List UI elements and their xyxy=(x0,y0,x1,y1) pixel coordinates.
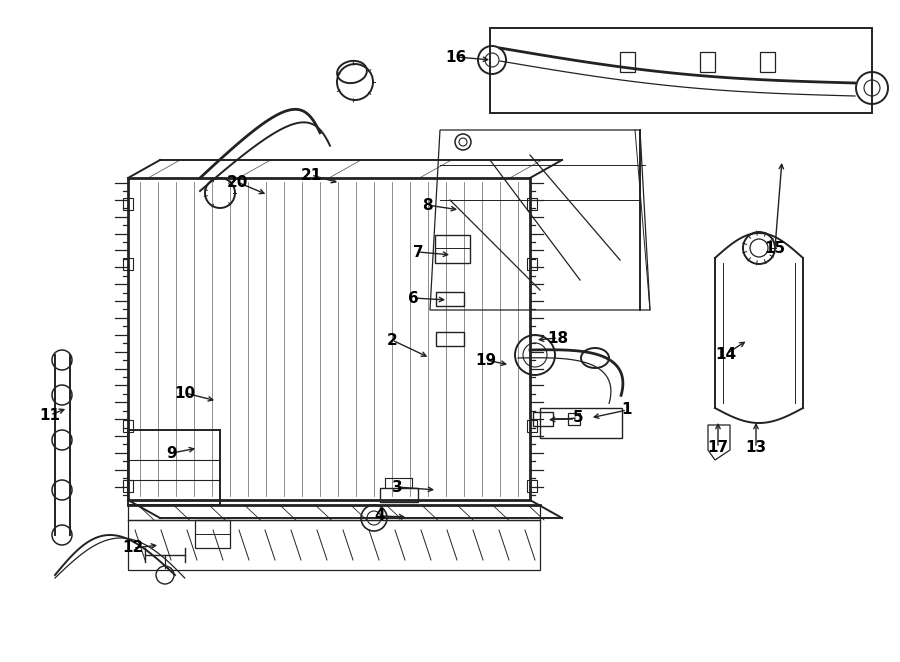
Bar xyxy=(380,488,418,502)
Text: 11: 11 xyxy=(40,408,60,422)
Bar xyxy=(527,480,537,492)
Text: 9: 9 xyxy=(166,446,177,461)
Text: 1: 1 xyxy=(622,402,632,418)
Text: 2: 2 xyxy=(387,332,398,348)
Text: 14: 14 xyxy=(716,346,736,361)
Text: 3: 3 xyxy=(392,479,402,495)
Text: 19: 19 xyxy=(475,352,497,367)
Text: 20: 20 xyxy=(226,175,248,189)
Bar xyxy=(128,178,530,500)
Text: 12: 12 xyxy=(122,540,144,555)
Text: 7: 7 xyxy=(413,244,423,260)
Bar xyxy=(128,430,220,505)
Text: 21: 21 xyxy=(301,167,321,183)
Bar xyxy=(123,258,133,270)
Text: 4: 4 xyxy=(374,508,385,524)
Bar xyxy=(540,408,622,438)
Bar xyxy=(435,235,470,263)
Bar xyxy=(527,420,537,432)
Bar xyxy=(436,292,464,306)
Bar xyxy=(195,520,230,548)
Text: 8: 8 xyxy=(422,197,432,213)
Bar xyxy=(620,52,635,72)
Bar xyxy=(568,413,580,425)
Text: 18: 18 xyxy=(547,330,569,346)
Bar xyxy=(123,480,133,492)
Bar xyxy=(490,28,872,113)
Bar xyxy=(436,332,464,346)
Text: 10: 10 xyxy=(175,385,195,401)
Text: 17: 17 xyxy=(707,440,729,455)
Bar xyxy=(123,198,133,210)
Text: 15: 15 xyxy=(764,240,786,256)
Bar xyxy=(760,52,775,72)
Text: 13: 13 xyxy=(745,440,767,455)
Bar xyxy=(700,52,715,72)
Bar xyxy=(123,420,133,432)
Text: 5: 5 xyxy=(572,410,583,426)
Bar xyxy=(128,520,540,570)
Text: 6: 6 xyxy=(408,291,418,305)
Bar xyxy=(533,412,553,426)
Bar xyxy=(527,198,537,210)
Text: 16: 16 xyxy=(446,50,466,64)
Bar xyxy=(527,258,537,270)
